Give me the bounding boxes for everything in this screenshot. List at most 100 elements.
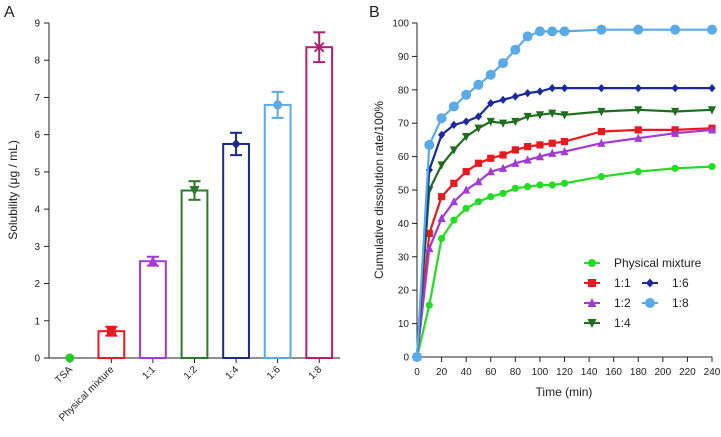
panel-a-y-tick-label-1: 1 [34,316,40,327]
panel-b-y-tick-label-0: 0 [403,353,409,364]
series-4-point-10 [536,87,544,96]
series-line-3 [415,108,713,358]
panel-a-y-tick-label-4: 4 [34,205,40,216]
series-line-2 [415,128,713,358]
series-4-point-11 [548,84,556,93]
panel-b-x-tick-label-4: 80 [510,367,522,378]
series-5-point-1 [424,139,435,150]
series-0-point-11 [548,181,556,189]
panel-b-x-tick-label-8: 160 [605,367,622,378]
series-4-point-16 [708,84,716,93]
panel-a-y-tick-label-5: 5 [34,167,40,178]
series-3-point-9 [523,112,532,122]
series-2-point-14 [634,133,643,142]
series-line-1 [415,127,713,358]
panel-b-y-tick-label-1: 10 [398,319,410,330]
series-5-point-0 [412,352,422,362]
panel-b-y-tick-label-3: 30 [398,252,410,263]
series-2-point-9 [523,155,532,164]
series-2-point-13 [597,138,606,147]
series-0-point-10 [536,181,544,189]
panel-a-x-tick-label-0: TSA [53,364,75,386]
panel-b-y-tick-label-6: 60 [398,152,410,163]
series-1-point-8 [511,146,519,154]
series-0-point-9 [524,183,532,191]
series-4-point-4 [462,117,470,126]
series-5-point-3 [448,101,459,112]
series-4-point-6 [487,99,495,108]
bar-marker-0 [65,353,75,363]
panel-b-series [412,24,717,362]
series-0-point-1 [425,301,433,309]
legend-label-1: 1:1 [614,276,631,290]
series-0-point-3 [450,216,458,224]
series-0-point-6 [487,193,495,201]
series-1-point-6 [487,154,495,162]
series-2-point-15 [671,128,680,137]
bar-marker-2 [147,255,158,266]
series-5-point-8 [510,44,521,55]
series-1-point-14 [634,126,642,134]
panel-b-y-tick-label-10: 100 [392,19,409,30]
legend-label-5: 1:8 [672,296,689,310]
series-0-point-2 [437,234,446,243]
legend-marker-2 [587,298,597,307]
panel-b: B Cumulative dissolution rate/100% Time … [369,4,721,399]
series-2-point-6 [486,167,495,176]
series-4-point-2 [437,130,446,139]
panel-b-y-tick-label-8: 80 [398,85,410,96]
bar-marker-3 [189,186,200,196]
panel-b-x-tick-label-7: 140 [581,367,598,378]
legend-label-2: 1:2 [614,296,631,310]
bar-5 [263,103,292,359]
panel-a-y-tick-label-3: 3 [34,242,40,253]
series-1-point-11 [548,139,556,147]
panel-b-x-tick-label-0: 0 [414,367,420,378]
panel-a-x-tick-label-2: 1:1 [140,364,158,382]
series-5-point-5 [473,79,484,90]
panel-b-x-tick-label-5: 100 [532,367,549,378]
series-2-point-2 [437,213,446,222]
series-3-point-13 [597,107,606,117]
legend-marker-1 [588,279,596,287]
series-2-point-11 [548,148,557,157]
series-1-point-2 [437,193,446,201]
series-4-point-15 [671,84,679,93]
series-5-point-12 [559,26,570,37]
series-1-point-5 [474,159,483,167]
bar-6 [305,46,334,359]
series-1-point-7 [499,151,507,159]
series-line-4 [415,86,712,358]
series-2-point-8 [511,158,520,167]
series-1-point-9 [524,142,532,151]
panel-b-y-tick-label-7: 70 [398,119,410,130]
series-5-point-14 [633,24,644,35]
panel-b-x-tick-label-9: 180 [630,367,647,378]
legend-marker-5 [645,298,655,308]
series-1-point-3 [450,179,458,187]
series-0-point-8 [511,184,519,192]
series-2-point-10 [535,152,545,161]
panel-a-x-tick-label-4: 1:4 [224,364,242,382]
series-4-point-3 [450,120,458,129]
series-5-point-11 [547,26,558,37]
bar-marker-6 [314,41,325,53]
series-4-point-5 [474,112,483,121]
series-2-point-7 [498,163,508,172]
series-3-point-4 [462,132,471,142]
series-5-point-13 [596,24,607,35]
series-3-point-2 [437,161,446,170]
series-0-point-7 [499,189,507,197]
series-2-point-16 [707,125,717,134]
legend-marker-4 [646,278,654,288]
series-0-point-12 [560,179,569,187]
legend-marker-3 [587,319,597,328]
panel-b-y-tick-label-4: 40 [398,219,410,230]
panel-b-x-tick-label-11: 220 [679,367,696,378]
series-4-point-8 [511,92,519,101]
panel-b-y-axis-title: Cumulative dissolution rate/100% [372,101,386,279]
series-3-point-5 [474,124,483,133]
panel-b-x-axis-title: Time (min) [536,385,593,399]
series-4-point-14 [634,84,642,93]
